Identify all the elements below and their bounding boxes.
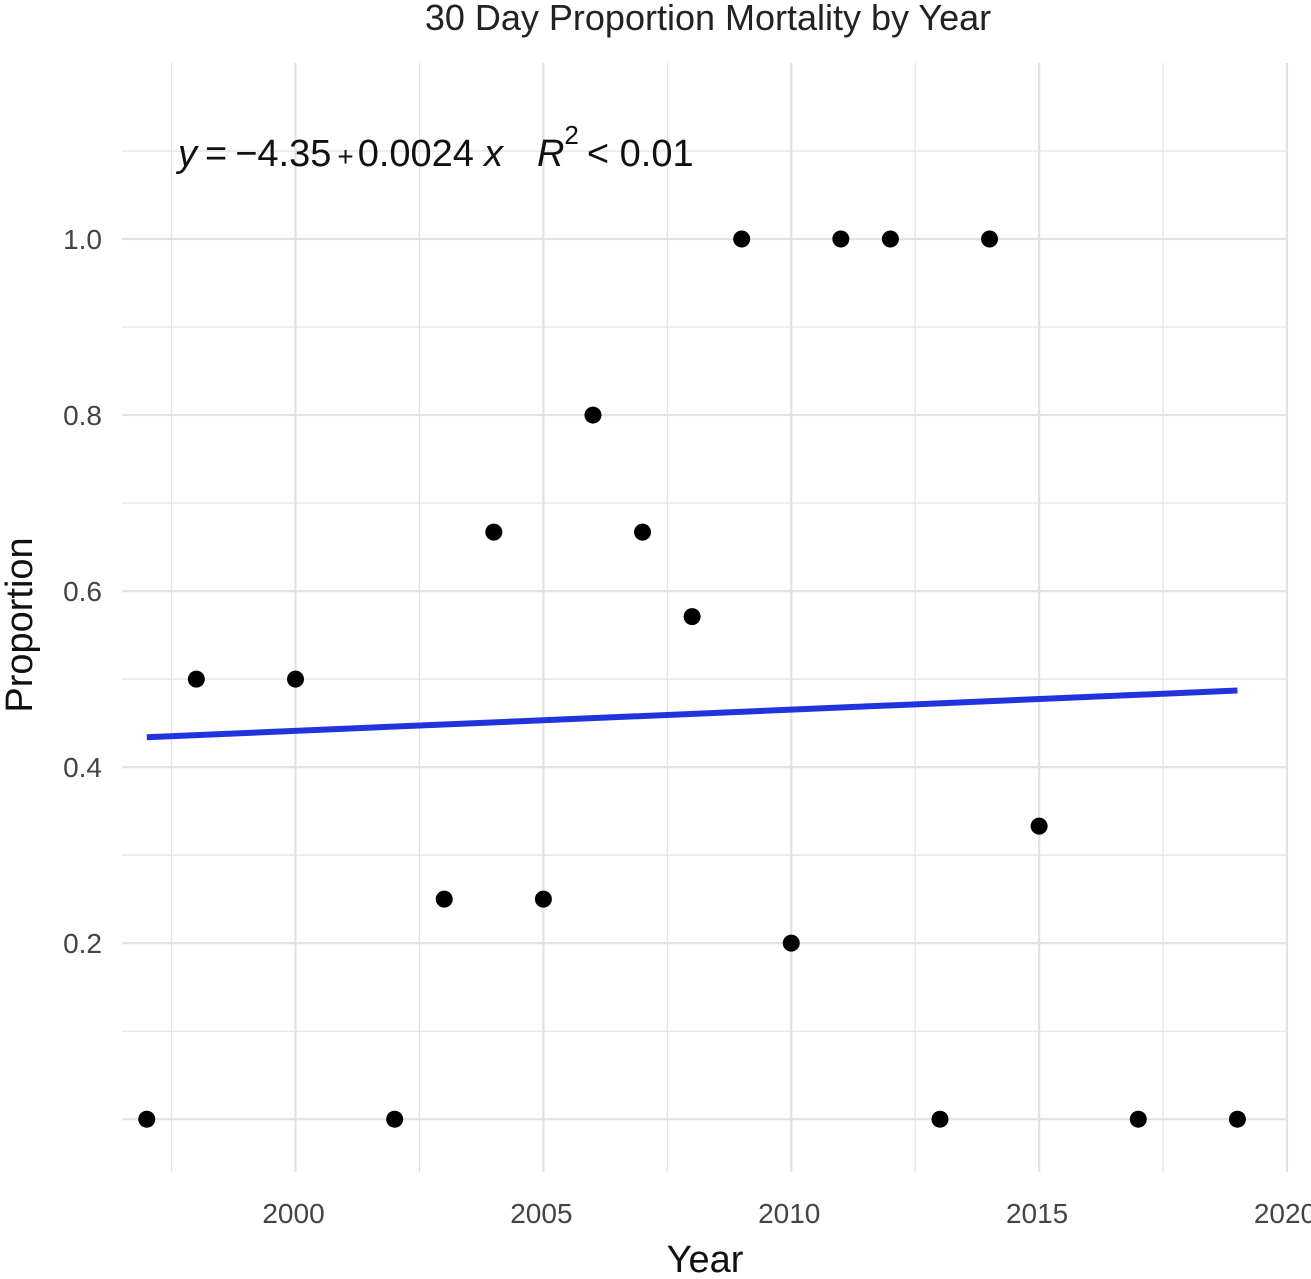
y-tick-label: 0.4 (63, 752, 102, 783)
data-point (634, 523, 652, 541)
data-point (485, 523, 503, 541)
data-points (138, 230, 1246, 1128)
x-tick-label: 2010 (758, 1198, 820, 1229)
equation-r-exponent: 2 (564, 120, 578, 150)
x-axis-title: Year (667, 1239, 744, 1279)
data-point (138, 1110, 156, 1128)
x-axis-tick-labels: 2000 2005 2010 2015 2020 (262, 1198, 1311, 1229)
x-tick-label: 2005 (510, 1198, 572, 1229)
major-gridlines (122, 63, 1289, 1172)
data-point (1030, 817, 1048, 835)
regression-equation: y = −4.35 +0.0024 x R2 < 0.01 (175, 120, 694, 175)
y-tick-label: 1.0 (63, 224, 102, 255)
x-tick-label: 2015 (1006, 1198, 1068, 1229)
equation-intercept: −4.35 (235, 133, 331, 175)
data-point (386, 1110, 404, 1128)
equation-equals: = (205, 133, 227, 175)
equation-r-symbol: R (537, 133, 564, 175)
equation-r-relation: < 0.01 (587, 133, 694, 175)
equation-slope: 0.0024 (358, 133, 474, 175)
data-point (981, 230, 999, 248)
data-point (931, 1110, 949, 1128)
data-point (584, 406, 602, 424)
minor-gridlines (122, 63, 1287, 1172)
y-axis-title: Proportion (0, 537, 41, 712)
regression-line (146, 687, 1238, 741)
data-point (782, 934, 800, 952)
data-point (187, 670, 205, 688)
equation-y-var: y (175, 133, 199, 175)
data-point (1228, 1110, 1246, 1128)
data-point (881, 230, 899, 248)
chart-title: 30 Day Proportion Mortality by Year (425, 0, 991, 38)
data-point (1129, 1110, 1147, 1128)
data-point (832, 230, 850, 248)
y-tick-label: 0.2 (63, 928, 102, 959)
equation-x-var: x (482, 133, 505, 175)
y-tick-label: 0.6 (63, 576, 102, 607)
x-tick-label: 2020 (1254, 1198, 1311, 1229)
x-tick-label: 2000 (262, 1198, 324, 1229)
data-point (435, 890, 453, 908)
data-point (683, 608, 701, 626)
data-point (287, 670, 305, 688)
y-tick-label: 0.8 (63, 400, 102, 431)
data-point (733, 230, 751, 248)
equation-plus: + (337, 141, 353, 172)
data-point (534, 890, 552, 908)
y-axis-tick-labels: 0.2 0.4 0.6 0.8 1.0 (63, 224, 102, 959)
